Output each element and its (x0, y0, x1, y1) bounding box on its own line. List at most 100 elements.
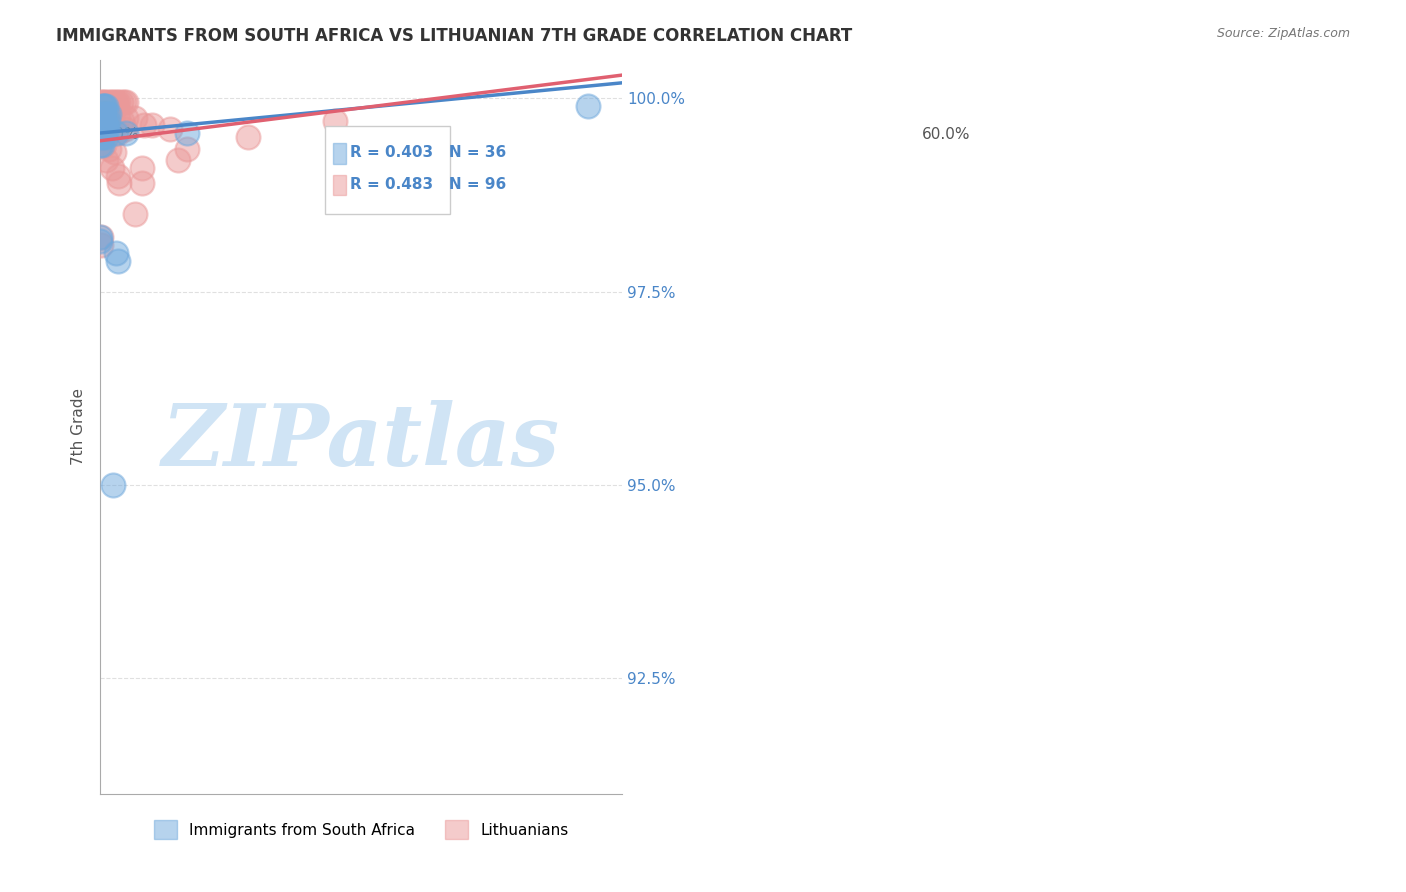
FancyBboxPatch shape (333, 144, 346, 164)
Point (90, 126, 112, 140)
Point (89, 234, 111, 248)
Point (91, 114, 114, 128)
Point (323, 114, 346, 128)
Point (103, 477, 125, 491)
Point (90, 137, 112, 152)
Point (576, 99, 599, 113)
Point (101, 161, 124, 175)
Point (96, 122, 118, 136)
Point (96, 153, 118, 167)
Point (91, 129, 114, 144)
Point (114, 122, 136, 136)
Point (90, 111, 112, 125)
Point (107, 95, 129, 109)
Text: Source: ZipAtlas.com: Source: ZipAtlas.com (1216, 27, 1350, 40)
Point (141, 118, 163, 132)
Point (176, 126, 198, 140)
Point (91, 95, 114, 109)
Point (97, 106, 120, 120)
FancyBboxPatch shape (333, 175, 346, 195)
Point (96, 118, 118, 132)
Point (89, 230, 111, 244)
Point (90, 118, 112, 132)
Point (91, 118, 114, 132)
Point (96, 111, 118, 125)
Point (93, 118, 115, 132)
Point (91, 99, 114, 113)
Point (89, 137, 111, 152)
Point (90, 99, 112, 113)
Point (90, 238, 112, 252)
Point (104, 245, 127, 260)
Point (91, 126, 114, 140)
Text: 0.0%: 0.0% (100, 128, 139, 142)
Point (93, 99, 115, 113)
Point (159, 122, 181, 136)
Point (94, 95, 117, 109)
Point (90, 129, 112, 144)
Point (100, 106, 122, 120)
Y-axis label: 7th Grade: 7th Grade (72, 388, 86, 466)
Point (108, 176, 131, 190)
Text: R = 0.483   N = 96: R = 0.483 N = 96 (350, 177, 506, 192)
Point (90, 114, 112, 128)
Point (94, 99, 117, 113)
Point (93, 111, 115, 125)
Point (90, 114, 112, 128)
Point (176, 141, 198, 155)
Point (112, 95, 135, 109)
Legend: Immigrants from South Africa, Lithuanians: Immigrants from South Africa, Lithuanian… (148, 814, 575, 845)
Point (93, 106, 115, 120)
Point (90, 106, 112, 120)
Point (94, 114, 117, 128)
Text: IMMIGRANTS FROM SOUTH AFRICA VS LITHUANIAN 7TH GRADE CORRELATION CHART: IMMIGRANTS FROM SOUTH AFRICA VS LITHUANI… (56, 27, 852, 45)
Point (93, 106, 115, 120)
Point (90, 95, 112, 109)
Point (90, 118, 112, 132)
Point (104, 95, 127, 109)
Point (100, 99, 122, 113)
Text: R = 0.403   N = 36: R = 0.403 N = 36 (350, 145, 506, 161)
Point (167, 153, 190, 167)
Point (97, 114, 120, 128)
Point (104, 126, 127, 140)
Point (97, 99, 120, 113)
Point (107, 169, 129, 183)
Point (90, 126, 112, 140)
Point (107, 126, 129, 140)
Point (101, 111, 124, 125)
Point (132, 118, 155, 132)
Point (97, 95, 120, 109)
Point (89, 126, 111, 140)
Point (90, 122, 112, 136)
Point (94, 114, 117, 128)
Point (115, 111, 138, 125)
Point (111, 114, 134, 128)
Point (96, 106, 118, 120)
Point (115, 95, 138, 109)
Point (110, 95, 132, 109)
Point (91, 114, 114, 128)
Point (97, 106, 120, 120)
Point (96, 129, 118, 144)
Point (94, 122, 117, 136)
Point (103, 95, 125, 109)
Point (96, 99, 118, 113)
Text: 60.0%: 60.0% (922, 128, 970, 142)
FancyBboxPatch shape (325, 126, 450, 214)
Point (96, 122, 118, 136)
Point (98, 111, 121, 125)
Point (124, 207, 146, 221)
Point (90, 230, 112, 244)
Point (93, 122, 115, 136)
Point (94, 118, 117, 132)
Point (97, 114, 120, 128)
Point (103, 122, 125, 136)
Point (131, 176, 153, 190)
Point (90, 122, 112, 136)
Point (115, 126, 138, 140)
Point (93, 99, 115, 113)
Point (103, 99, 125, 113)
Point (236, 129, 259, 144)
Point (103, 145, 125, 160)
